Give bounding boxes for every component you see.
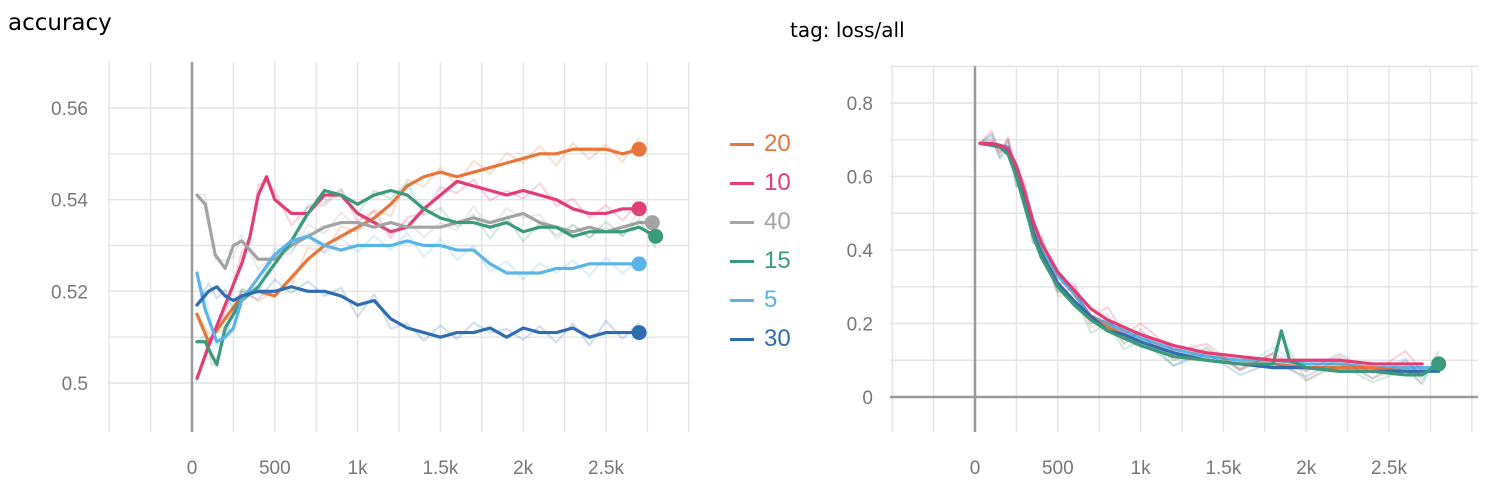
series-line [195,234,641,344]
series-line [195,147,641,344]
legend-swatch [730,142,754,146]
series-end-marker [631,256,647,272]
x-tick-label: 2k [513,458,534,479]
legend-item: 40 [730,208,791,236]
y-tick-label: 0 [862,388,873,409]
series-line [195,285,641,339]
legend-label: 5 [764,286,778,313]
y-tick-label: 0.8 [847,94,873,115]
x-tick-label: 500 [1042,458,1074,479]
legend-swatch [730,337,754,341]
x-tick-label: 0 [187,458,198,479]
legend-item: 5 [730,286,777,314]
y-tick-label: 0.6 [847,168,873,189]
series-raw-line [196,193,654,271]
legend-item: 15 [730,247,791,275]
legend-swatch [730,259,754,263]
legend-item: 20 [730,130,791,158]
x-tick-label: 2k [1296,458,1317,479]
legend-swatch [730,298,754,302]
series-end-marker [631,141,647,157]
y-tick-label: 0.5 [62,374,88,395]
series-raw-line [195,278,640,347]
series-line [195,175,641,381]
series-raw-line [195,230,640,350]
x-tick-label: 500 [259,458,291,479]
y-tick-label: 0.4 [847,241,874,262]
series-line [195,193,654,271]
legend-label: 30 [764,325,791,352]
legend-label: 40 [764,208,791,235]
series-end-marker [648,228,664,244]
legend-item: 30 [730,325,791,353]
series-line [978,141,1441,377]
series-end-marker [1431,356,1447,372]
x-tick-label: 1k [1131,458,1152,479]
x-tick-label: 2.5k [588,458,624,479]
series-end-marker [631,201,647,217]
legend-item: 10 [730,169,791,197]
legend-swatch [730,181,754,185]
series-line [978,141,1424,366]
x-tick-label: 2.5k [1371,458,1407,479]
accuracy-chart-title: accuracy [8,10,112,36]
x-tick-label: 1.5k [1205,458,1241,479]
x-tick-label: 1.5k [422,458,458,479]
legend-label: 20 [764,130,791,157]
y-tick-label: 0.54 [51,191,88,212]
y-tick-label: 0.2 [847,315,873,336]
x-tick-label: 0 [970,458,981,479]
series-raw-line [196,182,657,367]
y-tick-label: 0.56 [51,99,88,120]
loss-chart-title: tag: loss/all [790,18,905,42]
series-end-marker [644,215,660,231]
series-end-marker [631,325,647,341]
legend-label: 10 [764,169,791,196]
legend-label: 15 [764,247,791,274]
legend-swatch [730,220,754,224]
x-tick-label: 1k [348,458,369,479]
y-tick-label: 0.52 [51,282,88,303]
